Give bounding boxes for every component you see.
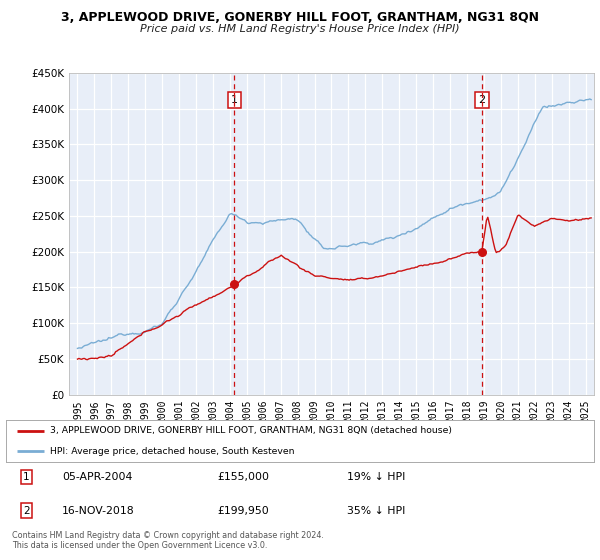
Text: £155,000: £155,000: [218, 472, 269, 482]
Text: 19% ↓ HPI: 19% ↓ HPI: [347, 472, 406, 482]
Text: 2: 2: [23, 506, 30, 516]
Text: 1: 1: [23, 472, 30, 482]
Text: 2: 2: [478, 95, 485, 105]
Text: 16-NOV-2018: 16-NOV-2018: [62, 506, 134, 516]
Text: HPI: Average price, detached house, South Kesteven: HPI: Average price, detached house, Sout…: [50, 446, 295, 456]
Text: 05-APR-2004: 05-APR-2004: [62, 472, 132, 482]
Text: £199,950: £199,950: [218, 506, 269, 516]
Text: Price paid vs. HM Land Registry's House Price Index (HPI): Price paid vs. HM Land Registry's House …: [140, 24, 460, 34]
Text: 1: 1: [231, 95, 238, 105]
Text: 3, APPLEWOOD DRIVE, GONERBY HILL FOOT, GRANTHAM, NG31 8QN: 3, APPLEWOOD DRIVE, GONERBY HILL FOOT, G…: [61, 11, 539, 24]
Text: 35% ↓ HPI: 35% ↓ HPI: [347, 506, 406, 516]
Text: Contains HM Land Registry data © Crown copyright and database right 2024.
This d: Contains HM Land Registry data © Crown c…: [12, 531, 324, 550]
Text: 3, APPLEWOOD DRIVE, GONERBY HILL FOOT, GRANTHAM, NG31 8QN (detached house): 3, APPLEWOOD DRIVE, GONERBY HILL FOOT, G…: [50, 426, 452, 436]
